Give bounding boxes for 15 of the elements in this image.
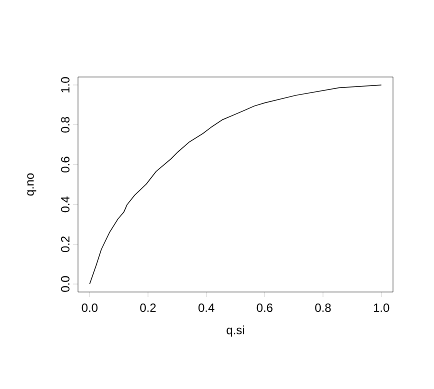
- y-tick-label: 0.8: [61, 116, 70, 133]
- y-tick-label: 0.0: [61, 276, 70, 292]
- y-tick-label: 0.2: [61, 236, 70, 252]
- x-tick-label: 1.0: [374, 304, 390, 312]
- x-tick-label: 0.8: [315, 304, 331, 312]
- x-axis-title: q.si: [226, 326, 244, 337]
- x-tick-label: 0.2: [140, 304, 156, 312]
- y-axis-title: q.no: [27, 173, 36, 196]
- y-tick-label: 1.0: [61, 77, 70, 92]
- y-tick-label: 0.4: [61, 196, 70, 212]
- line-series: [89, 84, 382, 284]
- x-tick-label: 0.4: [198, 304, 214, 312]
- x-tick-label: 0.0: [82, 304, 98, 312]
- x-tick-label: 0.6: [256, 304, 272, 312]
- y-tick-label: 0.6: [61, 156, 70, 172]
